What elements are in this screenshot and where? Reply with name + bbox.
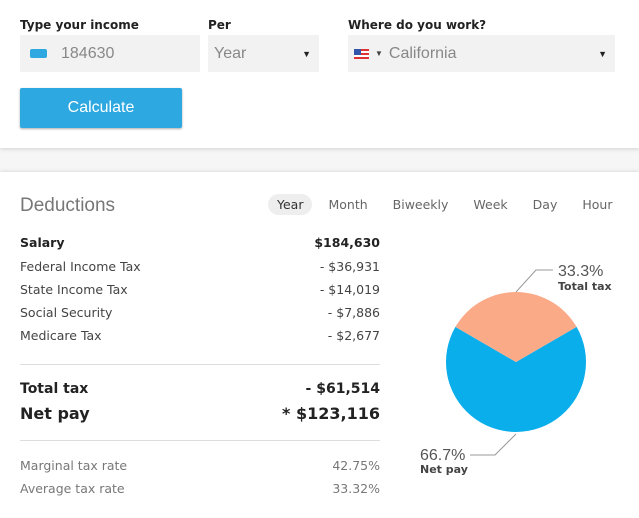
net-pay-row: Net pay * $123,116 xyxy=(20,404,380,423)
row-label: Federal Income Tax xyxy=(20,259,141,274)
row-label: State Income Tax xyxy=(20,282,128,297)
leader-line xyxy=(515,269,553,293)
net-slice-label: Net pay xyxy=(420,463,468,476)
tab-year[interactable]: Year xyxy=(268,194,313,215)
deductions-card: Deductions Year Month Biweekly Week Day … xyxy=(0,172,639,518)
state-value: California xyxy=(388,44,457,62)
average-rate-row: Average tax rate 33.32% xyxy=(20,481,380,496)
row-label: Marginal tax rate xyxy=(20,458,128,473)
federal-tax-row: Federal Income Tax - $36,931 xyxy=(20,259,380,274)
tax-pie-chart: 33.3% Total tax 66.7% Net pay xyxy=(420,263,612,476)
row-label: Total tax xyxy=(20,381,89,397)
tab-month[interactable]: Month xyxy=(328,197,368,212)
pie-slice-total-tax xyxy=(455,292,577,362)
row-value: - $14,019 xyxy=(319,282,380,297)
row-label: Average tax rate xyxy=(20,481,125,496)
us-flag-icon xyxy=(354,48,369,59)
tab-biweekly[interactable]: Biweekly xyxy=(392,197,449,212)
pie-slice-net-pay xyxy=(445,326,586,432)
income-value: 184630 xyxy=(61,44,115,62)
income-label: Type your income xyxy=(20,18,139,32)
leader-line xyxy=(470,433,517,456)
tab-week[interactable]: Week xyxy=(473,197,508,212)
per-label: Per xyxy=(208,18,231,32)
tax-slice-label: Total tax xyxy=(558,280,612,293)
row-label: Salary xyxy=(20,235,65,250)
income-form: Type your income 184630 Per Year ▼ Where… xyxy=(0,0,639,148)
row-value: - $7,886 xyxy=(327,305,380,320)
calculate-button[interactable]: Calculate xyxy=(20,88,182,128)
row-value: - $61,514 xyxy=(305,381,380,397)
row-value: 33.32% xyxy=(332,481,380,496)
per-select[interactable]: Year ▼ xyxy=(208,35,319,72)
salary-row: Salary $184,630 xyxy=(20,235,380,250)
net-pct-label: 66.7% xyxy=(420,447,465,464)
income-input[interactable]: 184630 xyxy=(20,35,200,72)
tab-day[interactable]: Day xyxy=(532,197,558,212)
social-security-row: Social Security - $7,886 xyxy=(20,305,380,320)
row-value: - $36,931 xyxy=(319,259,380,274)
state-select[interactable]: ▼ California ▼ xyxy=(348,35,615,72)
period-tabs: Year Month Biweekly Week Day Hour xyxy=(268,194,628,215)
row-label: Social Security xyxy=(20,305,113,320)
row-value: * $123,116 xyxy=(282,404,380,423)
row-value: 42.75% xyxy=(332,458,380,473)
where-label: Where do you work? xyxy=(348,18,487,32)
row-label: Net pay xyxy=(20,404,90,423)
divider xyxy=(20,364,380,365)
divider xyxy=(20,440,380,441)
flag-caret-icon: ▼ xyxy=(375,49,383,58)
row-label: Medicare Tax xyxy=(20,328,102,343)
per-value: Year xyxy=(214,44,247,62)
deductions-title: Deductions xyxy=(20,195,116,216)
row-value: $184,630 xyxy=(314,235,380,250)
row-value: - $2,677 xyxy=(327,328,380,343)
chevron-down-icon: ▼ xyxy=(302,48,311,59)
total-tax-row: Total tax - $61,514 xyxy=(20,381,380,397)
tab-hour[interactable]: Hour xyxy=(582,197,613,212)
money-icon xyxy=(30,49,47,58)
marginal-rate-row: Marginal tax rate 42.75% xyxy=(20,458,380,473)
state-tax-row: State Income Tax - $14,019 xyxy=(20,282,380,297)
chevron-down-icon: ▼ xyxy=(598,48,607,59)
tax-pct-label: 33.3% xyxy=(558,263,603,280)
medicare-row: Medicare Tax - $2,677 xyxy=(20,328,380,343)
